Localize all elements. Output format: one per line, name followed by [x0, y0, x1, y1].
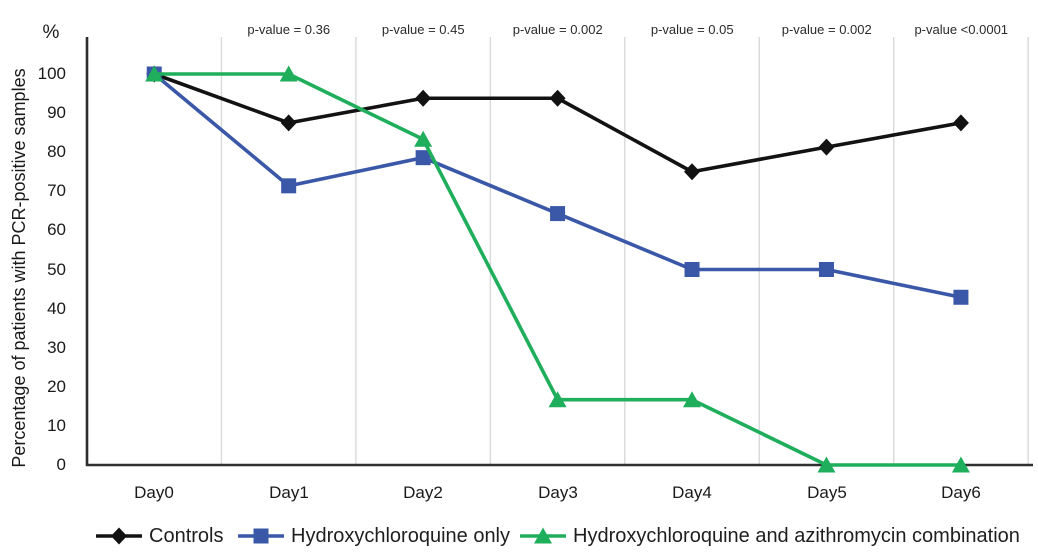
legend: Controls Hydroxychloroquine only Hydroxy… — [0, 521, 1038, 551]
p-value-label: p-value = 0.002 — [781, 22, 872, 37]
y-tick-label: 70 — [47, 181, 66, 200]
p-value-label: p-value = 0.002 — [512, 22, 603, 37]
y-tick-label: 0 — [56, 455, 66, 474]
triangle-marker-icon — [520, 527, 566, 544]
legend-label: Hydroxychloroquine and azithromycin comb… — [573, 524, 1020, 547]
x-tick-label: Day0 — [134, 483, 174, 502]
legend-item-controls: Controls — [96, 521, 223, 551]
x-tick-label: Day5 — [807, 483, 847, 502]
legend-item-hydroxychloroquine-azithromycin: Hydroxychloroquine and azithromycin comb… — [520, 521, 1020, 551]
p-value-label: p-value = 0.45 — [381, 22, 465, 37]
y-axis-unit-label: % — [42, 22, 60, 43]
legend-item-hydroxychloroquine-only: Hydroxychloroquine only — [238, 521, 510, 551]
y-tick-label: 80 — [47, 142, 66, 161]
y-tick-label: 90 — [47, 103, 66, 122]
x-tick-label: Day6 — [941, 483, 981, 502]
x-tick-label: Day2 — [403, 483, 443, 502]
x-tick-label: Day1 — [269, 483, 309, 502]
y-tick-label: 20 — [47, 377, 66, 396]
y-tick-label: 60 — [47, 220, 66, 239]
y-tick-label: 10 — [47, 416, 66, 435]
y-tick-label: 100 — [37, 64, 66, 83]
diamond-marker-icon — [96, 527, 142, 545]
x-tick-label: Day4 — [672, 483, 712, 502]
legend-label: Controls — [149, 524, 224, 547]
y-tick-label: 30 — [47, 338, 66, 357]
p-value-label: p-value <0.0001 — [914, 22, 1009, 37]
p-value-label: p-value = 0.36 — [247, 22, 331, 37]
p-value-label: p-value = 0.05 — [650, 22, 734, 37]
y-tick-label: 50 — [47, 260, 66, 279]
y-tick-label: 40 — [47, 299, 66, 318]
legend-label: Hydroxychloroquine only — [291, 524, 511, 547]
x-tick-label: Day3 — [538, 483, 578, 502]
square-marker-icon — [238, 528, 284, 544]
